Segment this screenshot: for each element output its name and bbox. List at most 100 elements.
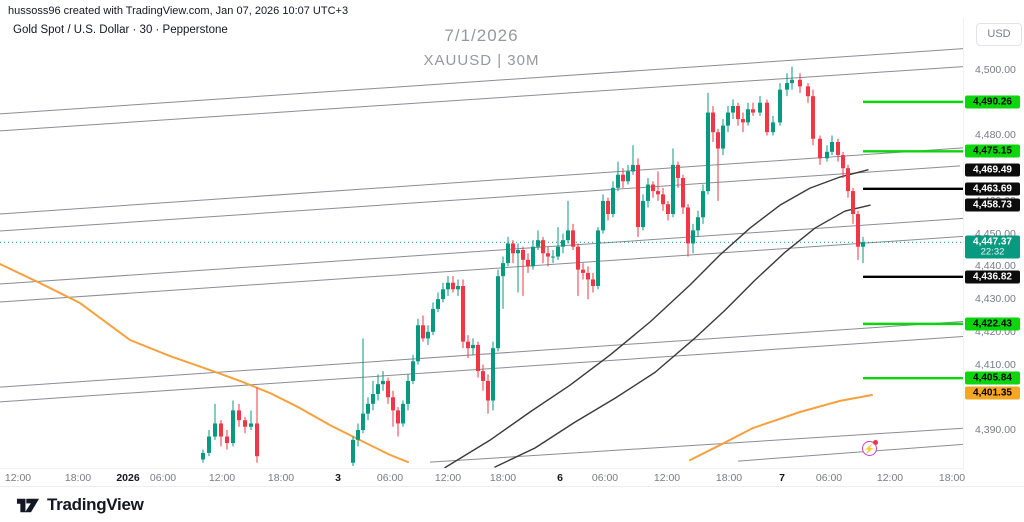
candle-up — [376, 384, 380, 395]
time-axis[interactable] — [0, 468, 963, 487]
trendline — [0, 66, 963, 132]
candle-up — [616, 174, 620, 188]
price-axis[interactable] — [963, 18, 1024, 470]
time-axis-tick: 06:00 — [149, 472, 177, 484]
time-axis-date-tick: 6 — [557, 472, 563, 484]
candle-up — [531, 246, 535, 267]
candle-down — [681, 178, 685, 208]
candle-up — [416, 325, 420, 362]
candle-up — [566, 230, 570, 241]
last-price-label: 4,447.37 22:32 — [965, 235, 1020, 259]
time-axis-tick: 18:00 — [267, 472, 295, 484]
tradingview-logo[interactable]: TradingView — [15, 495, 144, 515]
attribution-text: hussoss96 created with TradingView.com, … — [8, 5, 349, 17]
trendline — [0, 48, 963, 115]
candle-up — [551, 256, 555, 258]
ma-orange-left — [0, 263, 409, 464]
lightning-icon: ⚡ — [863, 444, 876, 454]
ma-orange-right — [689, 393, 873, 462]
candle-down — [466, 341, 470, 349]
candle-up — [501, 263, 505, 277]
price-axis-tick: 4,430.00 — [975, 293, 1016, 306]
ma-black-slow — [494, 204, 871, 468]
notification-dot — [873, 440, 878, 445]
candle-up — [356, 430, 360, 440]
candle-up — [456, 286, 460, 290]
price-label-green: 4,405.84 — [965, 371, 1020, 385]
candle-up — [426, 331, 430, 339]
candle-up — [366, 403, 370, 414]
time-axis-date-tick: 2026 — [116, 472, 140, 484]
candle-down — [546, 253, 550, 257]
price-label-black: 4,458.73 — [965, 198, 1020, 212]
candle-down — [586, 272, 590, 280]
candle-up — [471, 344, 475, 349]
candle-up — [771, 122, 775, 133]
time-axis-tick: 18:00 — [715, 472, 743, 484]
candle-down — [736, 106, 740, 120]
candle-up — [516, 250, 520, 254]
candle-down — [651, 184, 655, 192]
time-axis-tick: 12:00 — [653, 472, 681, 484]
candle-down — [219, 423, 223, 437]
candle-down — [765, 102, 769, 133]
time-axis-tick: 12:00 — [4, 472, 32, 484]
candle-down — [481, 371, 485, 381]
price-label-green: 4,475.15 — [965, 144, 1020, 158]
candle-down — [541, 240, 545, 254]
chart-plot-area[interactable] — [0, 0, 963, 468]
time-axis-tick: 18:00 — [938, 472, 966, 484]
candle-down — [856, 214, 860, 247]
time-axis-tick: 18:00 — [64, 472, 92, 484]
candle-down — [225, 436, 229, 444]
candle-down — [591, 279, 595, 287]
countdown-timer: 22:32 — [980, 246, 1005, 258]
candle-up — [361, 413, 365, 431]
candle-up — [201, 452, 205, 460]
event-marker-icon[interactable]: ⚡ — [862, 440, 878, 456]
candle-up — [207, 436, 211, 453]
candle-up — [611, 187, 615, 215]
candle-up — [536, 240, 540, 247]
candle-down — [476, 344, 480, 372]
candle-up — [231, 410, 235, 444]
time-axis-tick: 12:00 — [876, 472, 904, 484]
candle-down — [571, 230, 575, 247]
trendline — [0, 320, 963, 388]
candle-up — [506, 243, 510, 264]
candle-down — [741, 119, 745, 123]
trendline — [0, 336, 963, 403]
candle-up — [556, 246, 560, 257]
candle-down — [451, 282, 455, 290]
candle-down — [711, 112, 715, 133]
trendline — [737, 443, 963, 462]
ma-black-fast — [444, 169, 869, 468]
trendline — [0, 235, 963, 303]
footer-bar: TradingView — [0, 486, 1024, 522]
candle-up — [790, 79, 794, 84]
tradingview-brand-text: TradingView — [47, 495, 144, 514]
currency-unit-button[interactable]: USD — [976, 23, 1022, 46]
candle-up — [401, 403, 405, 424]
time-axis-tick: 06:00 — [591, 472, 619, 484]
candle-up — [646, 184, 650, 201]
time-axis-tick: 06:00 — [376, 472, 404, 484]
candle-down — [396, 410, 400, 424]
candle-down — [606, 200, 610, 215]
candle-down — [806, 86, 810, 97]
candle-down — [751, 109, 755, 113]
candle-up — [778, 89, 782, 123]
trendline — [429, 427, 963, 463]
candle-down — [811, 96, 815, 139]
candle-down — [846, 168, 850, 192]
time-axis-tick: 12:00 — [208, 472, 236, 484]
symbol-legend[interactable]: Gold Spot / U.S. Dollar · 30 · Peppersto… — [13, 24, 228, 36]
candle-up — [746, 109, 750, 123]
candle-up — [431, 308, 435, 332]
time-axis-date-tick: 3 — [335, 472, 341, 484]
candle-down — [243, 420, 247, 427]
price-label-green: 4,490.26 — [965, 95, 1020, 109]
candle-down — [841, 155, 845, 169]
trendline — [0, 147, 963, 215]
candle-down — [237, 410, 241, 421]
